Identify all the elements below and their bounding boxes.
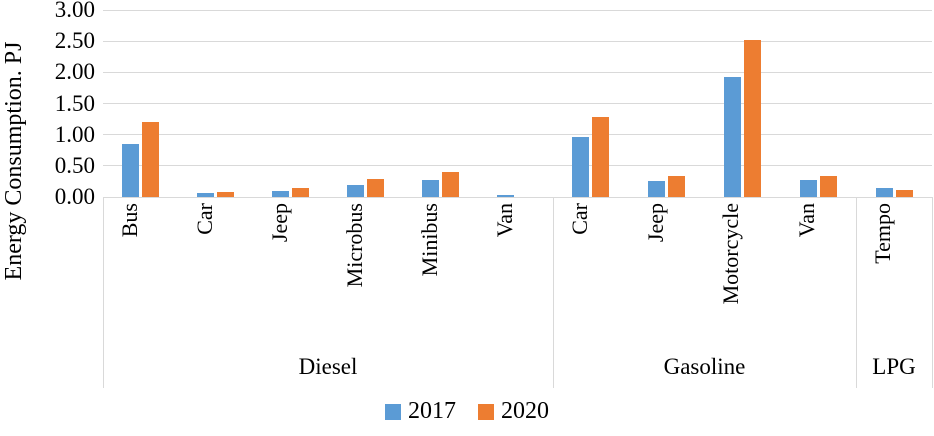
y-tick-label: 0.00 <box>54 184 95 209</box>
y-tick-label: 2.50 <box>54 28 95 54</box>
bar-2020-minibus <box>442 172 459 197</box>
bar-2017-jeep <box>272 190 289 197</box>
legend-entry-2017: 2017 <box>385 398 456 425</box>
gridline <box>103 103 932 104</box>
y-tick-label: 3.00 <box>54 0 95 22</box>
bar-2020-jeep <box>668 176 686 197</box>
bar-2017-jeep <box>648 180 666 197</box>
x-group-label-diesel: Diesel <box>298 354 358 379</box>
gridline <box>103 165 932 167</box>
bar-2020-microbus <box>367 178 384 197</box>
bar-2017-bus <box>122 144 139 197</box>
bar-2020-tempo <box>895 189 913 197</box>
bar-2017-tempo <box>875 187 893 197</box>
legend-label-2020: 2020 <box>501 398 549 424</box>
gridline <box>103 196 932 198</box>
legend-swatch-2020 <box>478 403 494 420</box>
bar-2017-van <box>799 180 817 197</box>
y-tick-label: 1.50 <box>54 90 95 116</box>
group-divider <box>103 197 104 388</box>
y-tick-label: 1.00 <box>54 121 95 147</box>
bar-2020-car <box>217 192 234 197</box>
bar-2020-van <box>819 175 837 197</box>
bar-2020-car <box>592 117 610 197</box>
gridline <box>103 134 932 136</box>
y-tick-label: 0.50 <box>54 152 95 178</box>
y-axis-title: Energy Consumption. PJ <box>1 41 27 281</box>
x-group-label-lpg: LPG <box>872 354 916 379</box>
legend-entry-2020: 2020 <box>478 398 549 425</box>
bar-2017-motorcycle <box>723 77 741 197</box>
legend-label-2017: 2017 <box>408 398 456 424</box>
gridline <box>103 71 932 73</box>
gridline <box>103 9 932 11</box>
bar-2017-minibus <box>422 179 439 197</box>
legend-swatch-2017 <box>385 403 401 420</box>
legend: 2017 2020 <box>0 398 934 425</box>
bar-2020-bus <box>142 122 159 197</box>
bar-2017-van <box>497 194 514 197</box>
group-divider <box>856 197 857 388</box>
group-divider <box>553 197 554 388</box>
bar-2017-microbus <box>347 184 364 197</box>
gridline <box>103 40 932 42</box>
bar-2020-motorcycle <box>743 39 761 197</box>
bar-2020-jeep <box>292 188 309 197</box>
x-group-label-gasoline: Gasoline <box>663 354 746 379</box>
y-tick-label: 2.00 <box>54 59 95 85</box>
bar-2017-car <box>197 193 214 197</box>
group-divider <box>932 197 933 388</box>
bar-2017-car <box>572 136 590 197</box>
